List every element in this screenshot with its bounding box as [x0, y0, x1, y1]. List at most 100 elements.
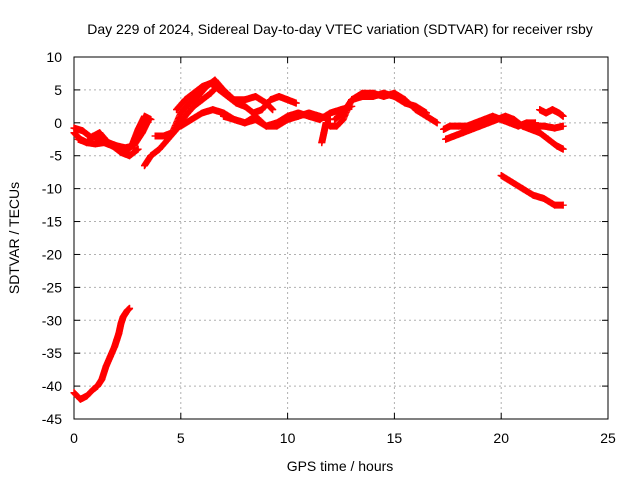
data-point [262, 122, 270, 130]
data-point [390, 92, 398, 100]
data-point [220, 112, 228, 120]
data-point [412, 102, 420, 110]
series-track-o [529, 122, 567, 132]
y-tick-label: -20 [42, 246, 62, 262]
data-point [145, 116, 153, 124]
data-point [91, 140, 99, 148]
data-point [548, 106, 556, 114]
data-point [536, 129, 544, 137]
data-point [326, 109, 334, 117]
y-tick-label: -5 [50, 148, 63, 164]
data-point [519, 122, 527, 130]
data-point [331, 116, 339, 124]
data-point [74, 135, 82, 143]
data-point [459, 129, 467, 137]
data-point [273, 119, 281, 127]
data-point [252, 116, 260, 124]
data-point [134, 145, 142, 153]
data-point [111, 343, 119, 351]
series-track-low-start [70, 304, 134, 403]
data-point [215, 86, 223, 94]
y-tick-label: 5 [54, 82, 62, 98]
data-point [108, 142, 116, 150]
y-axis-label: SDTVAR / TECUs [6, 182, 22, 294]
data-point [269, 106, 277, 114]
data-point [401, 99, 409, 107]
y-tick-label: -15 [42, 214, 62, 230]
data-point [177, 109, 185, 117]
data-point [348, 96, 356, 104]
data-point [130, 142, 138, 150]
data-point [275, 92, 283, 100]
data-point [126, 152, 134, 160]
data-point [211, 76, 219, 84]
data-point [508, 178, 516, 186]
plus-markers [497, 171, 567, 209]
data-point [493, 116, 501, 124]
data-point [232, 99, 240, 107]
data-point [168, 129, 176, 137]
data-point [433, 119, 441, 127]
y-tick-label: -25 [42, 279, 62, 295]
data-point [559, 201, 567, 209]
data-point [181, 96, 189, 104]
data-point [258, 106, 266, 114]
data-point [497, 171, 505, 179]
series-track-n [497, 171, 567, 209]
data-point [318, 139, 326, 147]
data-point [422, 109, 430, 117]
series-track-c [74, 135, 142, 160]
data-point [442, 135, 450, 143]
data-point [177, 122, 185, 130]
y-tick-label: 10 [46, 49, 62, 65]
data-point [209, 106, 217, 114]
y-tick-label: -40 [42, 378, 62, 394]
data-point [126, 304, 134, 312]
data-point [529, 191, 537, 199]
data-point [190, 89, 198, 97]
x-tick-label: 20 [493, 430, 509, 446]
data-point [76, 395, 84, 403]
data-point [322, 119, 330, 127]
data-points [70, 76, 567, 403]
data-point [190, 102, 198, 110]
series-track-j [331, 89, 430, 124]
data-point [100, 139, 108, 147]
data-point [194, 92, 202, 100]
data-point [284, 96, 292, 104]
data-point [551, 201, 559, 209]
data-point [294, 109, 302, 117]
data-point [292, 99, 300, 107]
y-tick-label: -45 [42, 411, 62, 427]
data-point [198, 83, 206, 91]
data-point [115, 329, 123, 337]
data-point [544, 135, 552, 143]
data-point [224, 92, 232, 100]
data-point [559, 145, 567, 153]
data-point [529, 122, 537, 130]
plot-frame [73, 56, 609, 420]
data-point [230, 116, 238, 124]
data-point [241, 119, 249, 127]
data-point [198, 109, 206, 117]
series-track-l [442, 112, 567, 153]
data-point [102, 362, 110, 370]
data-point [267, 96, 275, 104]
x-tick-label: 5 [177, 430, 185, 446]
x-tick-label: 0 [70, 430, 78, 446]
data-point [252, 92, 260, 100]
y-tick-label: -35 [42, 345, 62, 361]
x-tick-label: 25 [600, 430, 616, 446]
data-point [454, 122, 462, 130]
data-point [89, 385, 97, 393]
data-point [450, 132, 458, 140]
data-point [326, 122, 334, 130]
data-point [185, 99, 193, 107]
data-point [98, 376, 106, 384]
data-point [540, 122, 548, 130]
data-point [70, 389, 78, 397]
data-point [106, 352, 114, 360]
data-point [117, 148, 125, 156]
y-tick-labels: 10 5 0 -5 -10 -15 -20 -25 -30 -35 -40 -45 [42, 49, 62, 427]
